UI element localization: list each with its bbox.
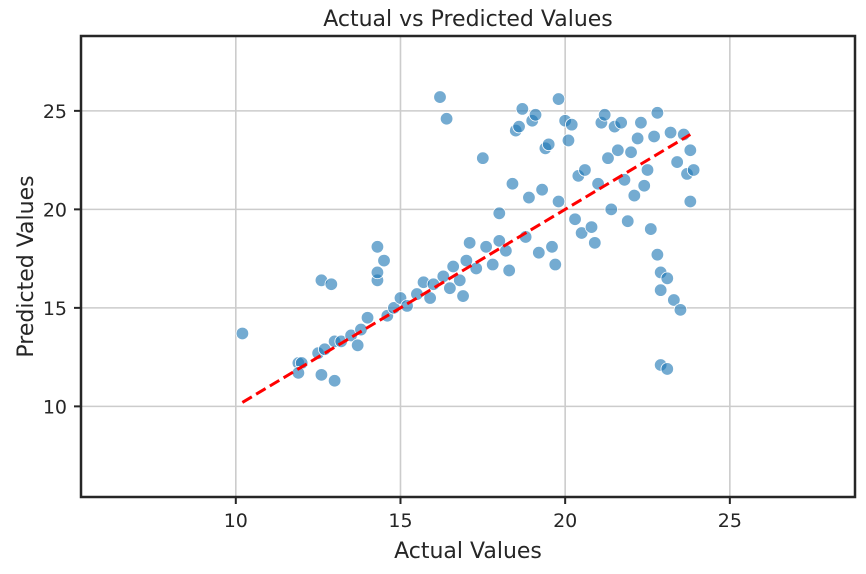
data-point	[660, 362, 674, 376]
data-point	[578, 163, 592, 177]
data-point	[634, 115, 648, 130]
data-point	[492, 234, 506, 248]
data-points	[235, 90, 701, 388]
data-point	[683, 194, 698, 209]
data-point	[650, 106, 665, 120]
data-point	[647, 129, 661, 144]
data-point	[624, 145, 638, 159]
data-point	[360, 311, 375, 325]
data-point	[324, 277, 339, 291]
data-point	[334, 334, 348, 349]
data-point	[515, 102, 530, 116]
data-point	[667, 293, 681, 307]
data-point	[462, 236, 477, 250]
data-point	[673, 303, 688, 317]
data-point	[561, 133, 576, 148]
data-point	[456, 289, 470, 303]
y-tick-label: 15	[43, 298, 67, 320]
y-tick-label: 20	[43, 199, 67, 221]
data-point	[686, 163, 701, 177]
data-point	[469, 261, 483, 276]
data-point	[614, 115, 628, 130]
data-point	[621, 214, 635, 228]
data-point	[611, 143, 625, 157]
data-point	[439, 112, 454, 126]
data-point	[663, 125, 678, 140]
plot-frame	[79, 34, 857, 499]
data-point	[637, 179, 651, 193]
data-point	[568, 212, 582, 226]
data-point	[476, 151, 490, 165]
data-point	[479, 240, 493, 254]
data-point	[644, 222, 658, 236]
data-point	[522, 190, 536, 205]
y-tick-label: 10	[43, 396, 67, 418]
reference-line	[241, 133, 692, 404]
data-point	[604, 202, 618, 217]
data-point	[327, 374, 342, 388]
data-point	[377, 253, 391, 268]
data-point	[627, 188, 642, 203]
data-point	[443, 281, 457, 295]
data-point	[535, 182, 549, 197]
data-point	[532, 246, 546, 260]
y-axis-label: Predicted Values	[14, 175, 39, 357]
data-point	[492, 206, 506, 221]
data-point	[551, 194, 566, 209]
data-point	[548, 257, 562, 272]
data-point	[660, 271, 674, 286]
data-point	[545, 240, 559, 254]
data-point	[541, 137, 556, 152]
data-point	[650, 247, 665, 262]
grid-lines	[81, 36, 855, 497]
x-axis-ticks: 10 15 20 25	[224, 497, 742, 532]
data-point	[653, 283, 668, 297]
data-point	[370, 240, 385, 254]
data-point	[446, 259, 460, 274]
data-point	[505, 177, 520, 191]
x-tick-label: 10	[224, 510, 248, 532]
data-point	[574, 226, 589, 240]
data-point	[597, 108, 612, 122]
x-tick-label: 15	[388, 510, 412, 532]
x-axis-label: Actual Values	[394, 539, 542, 564]
y-tick-label: 25	[43, 101, 67, 123]
data-point	[502, 263, 516, 278]
chart-title: Actual vs Predicted Values	[323, 7, 613, 32]
data-point	[683, 143, 698, 157]
data-point	[314, 368, 329, 382]
data-point	[235, 326, 250, 341]
data-point	[551, 92, 566, 106]
x-tick-label: 25	[718, 510, 742, 532]
x-tick-label: 20	[553, 510, 577, 532]
data-point	[588, 236, 602, 250]
data-point	[630, 131, 645, 146]
data-point	[584, 220, 599, 234]
data-point	[601, 151, 615, 165]
data-point	[370, 265, 385, 280]
data-point	[486, 257, 500, 272]
data-point	[670, 155, 684, 169]
data-point	[512, 119, 526, 134]
data-point	[565, 117, 579, 132]
data-point	[640, 163, 655, 177]
data-point	[453, 273, 467, 287]
data-point	[433, 90, 447, 104]
data-point	[344, 328, 358, 343]
y-axis-ticks: 10 15 20 25	[43, 101, 81, 418]
data-point	[528, 108, 543, 122]
data-point	[350, 338, 365, 353]
